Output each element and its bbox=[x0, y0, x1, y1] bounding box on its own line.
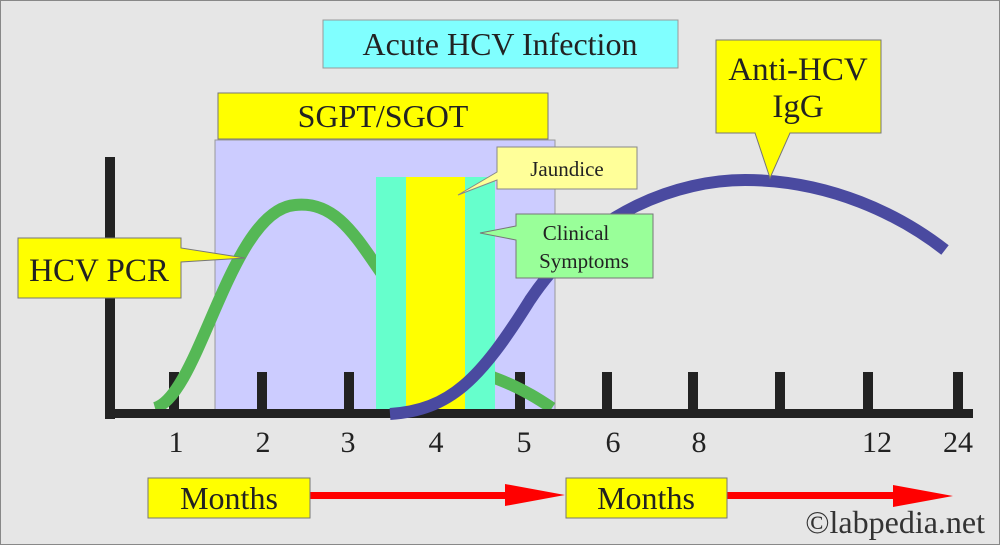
arrow-head bbox=[505, 484, 565, 506]
arrow-shaft bbox=[310, 492, 510, 499]
anti-hcv-label-line1: Anti-HCV bbox=[728, 52, 868, 88]
tick-label: 4 bbox=[429, 426, 444, 459]
tick-label: 8 bbox=[692, 426, 707, 459]
tick bbox=[257, 372, 267, 412]
months-box bbox=[565, 477, 728, 519]
tick bbox=[344, 372, 354, 412]
months-label: Months bbox=[597, 480, 695, 516]
clinical-label-line2: Symptoms bbox=[539, 249, 629, 273]
jaundice-bar bbox=[406, 177, 465, 412]
tick bbox=[953, 372, 963, 412]
hcv-pcr-callout bbox=[17, 237, 246, 299]
tick bbox=[863, 372, 873, 412]
title: Acute HCV Infection bbox=[363, 26, 638, 62]
tick bbox=[602, 372, 612, 412]
x-tick-labels: 1 2 3 4 5 6 8 12 24 bbox=[169, 426, 974, 459]
title-box bbox=[322, 19, 679, 69]
x-axis bbox=[105, 409, 973, 418]
arrow-shaft bbox=[727, 492, 897, 499]
sgpt-label: SGPT/SGOT bbox=[298, 98, 469, 134]
hcv-pcr-label: HCV PCR bbox=[29, 253, 169, 289]
tick-label: 2 bbox=[256, 426, 271, 459]
arrow-head bbox=[893, 485, 953, 507]
tick bbox=[688, 372, 698, 412]
months-label: Months bbox=[180, 480, 278, 516]
tick-label: 5 bbox=[517, 426, 532, 459]
jaundice-label: Jaundice bbox=[530, 157, 603, 181]
clinical-label-line1: Clinical bbox=[543, 221, 610, 245]
anti-hcv-label-line2: IgG bbox=[772, 89, 823, 125]
months-box bbox=[147, 477, 311, 519]
tick bbox=[775, 372, 785, 412]
hcv-pcr-curve bbox=[152, 198, 556, 414]
anti-hcv-callout bbox=[715, 39, 882, 180]
tick-label: 24 bbox=[943, 426, 973, 459]
jaundice-callout bbox=[457, 146, 638, 196]
tick-label: 12 bbox=[862, 426, 892, 459]
tick-label: 6 bbox=[606, 426, 621, 459]
sgpt-label-box bbox=[217, 92, 549, 140]
clinical-symptoms-callout bbox=[479, 213, 654, 279]
tick-label: 1 bbox=[169, 426, 184, 459]
watermark: ©labpedia.net bbox=[805, 504, 985, 540]
tick-label: 3 bbox=[341, 426, 356, 459]
anti-hcv-igg-curve bbox=[389, 173, 949, 420]
